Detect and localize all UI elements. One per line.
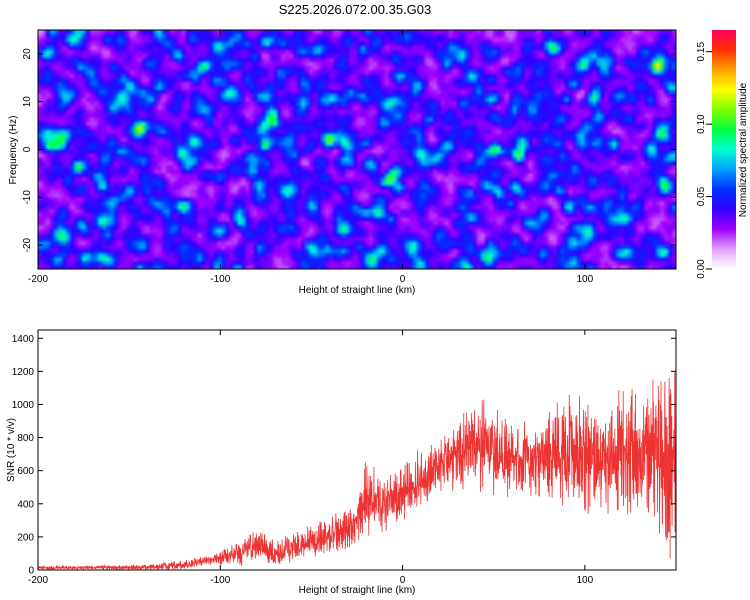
- heatmap-x-tick-label: 100: [577, 274, 594, 285]
- colorbar-tick-label: 0.15: [696, 42, 707, 62]
- heatmap-y-tick-label: 10: [22, 96, 33, 108]
- colorbar-tick-label: 0.05: [696, 186, 707, 206]
- snr-series-line: [38, 372, 676, 570]
- colorbar-ticks: 0.00 0.05 0.10 0.15: [696, 42, 712, 279]
- snr-frame: [37, 329, 677, 571]
- snr-y-tick-label: 1200: [12, 367, 35, 378]
- colorbar-label: Normalized spectral amplitude: [738, 82, 749, 217]
- snr-x-tick-label: 100: [577, 575, 594, 586]
- colorbar-tick-label: 0.10: [696, 114, 707, 134]
- heatmap-x-tick-label: 0: [400, 274, 406, 285]
- heatmap-x-axis-label: Height of straight line (km): [299, 285, 416, 296]
- heatmap-x-tick-label: -100: [210, 274, 230, 285]
- heatmap-y-tick-label: 20: [22, 48, 33, 60]
- snr-y-tick-label: 200: [17, 532, 34, 543]
- snr-x-axis-label: Height of straight line (km): [299, 585, 416, 596]
- heatmap-y-axis-label: Frequency (Hz): [8, 116, 19, 185]
- snr-y-tick-label: 800: [17, 433, 34, 444]
- snr-x-tick-label: -200: [28, 575, 48, 586]
- heatmap-image: [38, 30, 676, 269]
- colorbar-scale: [712, 30, 736, 269]
- colorbar: 0.00 0.05 0.10 0.15 Normalized spectral amp…: [696, 30, 749, 279]
- heatmap-y-tick-label: 0: [22, 146, 33, 152]
- snr-y-tick-label: 400: [17, 499, 34, 510]
- snr-y-tick-label: 0: [28, 566, 34, 577]
- colorbar-tick-label: 0.00: [696, 259, 707, 279]
- snr-y-tick-label: 1000: [12, 400, 35, 411]
- figure-title: S225.2026.072.00.35.G03: [279, 2, 432, 17]
- heatmap-x-tick-label: -200: [28, 274, 48, 285]
- snr-x-tick-label: -100: [210, 575, 230, 586]
- snr-x-tick-label: 0: [400, 575, 406, 586]
- heatmap-y-tick-label: -20: [22, 237, 33, 252]
- heatmap-y-tick-label: -10: [22, 190, 33, 205]
- snr-y-axis-label: SNR (10 * v/v): [6, 418, 17, 482]
- snr-y-tick-label: 600: [17, 466, 34, 477]
- snr-y-tick-label: 1400: [12, 334, 35, 345]
